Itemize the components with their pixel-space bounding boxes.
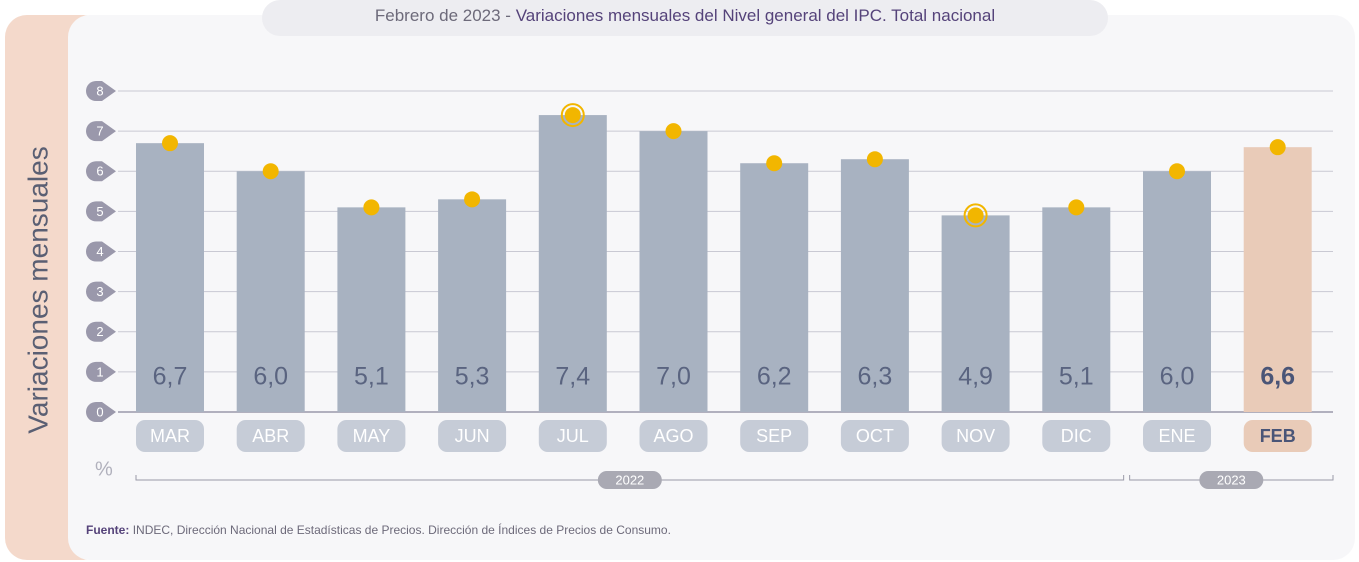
marker-ring xyxy=(963,203,988,228)
year-label: 2023 xyxy=(1217,472,1246,487)
x-tick-label: DIC xyxy=(1061,426,1092,446)
x-tick-label: MAR xyxy=(150,426,190,446)
y-axis-label: Variaciones mensuales xyxy=(22,146,53,433)
unit-label: % xyxy=(95,458,113,480)
value-label: 5,1 xyxy=(354,363,389,391)
marker xyxy=(1068,199,1085,216)
bar xyxy=(538,115,607,412)
x-tick-label: ENE xyxy=(1158,426,1195,446)
y-tick-marker xyxy=(86,281,116,302)
y-tick-label: 4 xyxy=(96,244,103,259)
x-tick-label: FEB xyxy=(1260,426,1296,446)
category-pill xyxy=(136,420,204,452)
bar xyxy=(941,215,1010,412)
bar xyxy=(337,207,406,412)
chart-title: Febrero de 2023 - Variaciones mensuales … xyxy=(375,6,995,25)
x-tick-label: SEP xyxy=(756,426,792,446)
value-label: 6,2 xyxy=(757,363,792,391)
y-tick-label: 5 xyxy=(96,204,103,219)
value-label: 6,3 xyxy=(858,363,893,391)
title-main: Variaciones mensuales del Nivel general … xyxy=(516,6,995,25)
marker xyxy=(665,123,682,140)
category-pill xyxy=(236,420,305,452)
marker xyxy=(162,135,178,152)
value-label: 6,6 xyxy=(1260,363,1295,391)
x-tick-label: NOV xyxy=(956,426,995,446)
source-text: INDEC, Dirección Nacional de Estadística… xyxy=(133,522,671,537)
bar xyxy=(639,131,708,412)
value-label: 5,3 xyxy=(455,363,490,391)
bar xyxy=(236,171,305,412)
x-tick-label: MAY xyxy=(353,426,391,446)
bar xyxy=(1042,207,1111,412)
y-tick-marker xyxy=(86,241,116,262)
bar xyxy=(438,199,507,412)
value-label: 7,4 xyxy=(555,363,590,391)
marker-ring xyxy=(560,103,585,128)
year-pill xyxy=(1199,471,1264,489)
category-pill xyxy=(840,420,909,452)
value-label: 7,0 xyxy=(656,363,691,391)
title-prefix: Febrero de 2023 - xyxy=(375,6,511,25)
title-pill xyxy=(262,0,1108,36)
y-tick-label: 2 xyxy=(96,324,103,339)
y-tick-label: 1 xyxy=(96,364,103,379)
category-pill xyxy=(438,420,507,452)
marker xyxy=(564,107,581,124)
x-tick-label: JUN xyxy=(455,426,490,446)
year-pill xyxy=(597,471,662,489)
category-pill xyxy=(538,420,607,452)
y-tick-marker xyxy=(86,201,116,222)
x-tick-label: JUL xyxy=(557,426,589,446)
bar xyxy=(1243,147,1312,413)
marker xyxy=(464,191,481,208)
marker xyxy=(262,163,279,180)
y-tick-label: 0 xyxy=(96,404,103,419)
marker xyxy=(766,155,783,172)
y-tick-marker xyxy=(86,402,116,422)
bar xyxy=(136,143,204,412)
category-pill xyxy=(337,420,406,452)
y-tick-label: 6 xyxy=(96,164,103,179)
marker xyxy=(967,207,984,224)
source-label: Fuente: xyxy=(86,523,129,537)
category-pill xyxy=(1143,420,1211,452)
bar xyxy=(840,159,909,412)
marker xyxy=(1269,139,1286,156)
y-tick-marker xyxy=(86,121,116,142)
category-pill xyxy=(941,420,1010,452)
value-label: 6,7 xyxy=(153,363,188,391)
bar xyxy=(1143,171,1211,412)
x-tick-label: ABR xyxy=(252,426,289,446)
category-pill xyxy=(639,420,708,452)
source: Fuente: INDEC, Dirección Nacional de Est… xyxy=(86,522,671,537)
y-tick-label: 8 xyxy=(96,83,103,98)
year-label: 2022 xyxy=(615,472,644,487)
value-label: 6,0 xyxy=(253,363,288,391)
bar xyxy=(740,163,809,412)
y-tick-label: 3 xyxy=(96,284,103,299)
category-pill xyxy=(740,420,809,452)
category-pill xyxy=(1042,420,1111,452)
y-tick-marker xyxy=(86,161,116,182)
marker xyxy=(1169,163,1185,180)
x-tick-label: OCT xyxy=(856,426,894,446)
value-label: 6,0 xyxy=(1160,363,1195,391)
value-label: 5,1 xyxy=(1059,363,1094,391)
x-tick-label: AGO xyxy=(653,426,693,446)
y-tick-label: 7 xyxy=(96,124,103,139)
marker xyxy=(363,199,380,216)
y-tick-marker xyxy=(86,361,116,382)
y-tick-marker xyxy=(86,321,116,342)
category-pill xyxy=(1243,420,1312,452)
marker xyxy=(866,151,883,168)
y-tick-marker xyxy=(86,81,116,101)
value-label: 4,9 xyxy=(958,363,993,391)
